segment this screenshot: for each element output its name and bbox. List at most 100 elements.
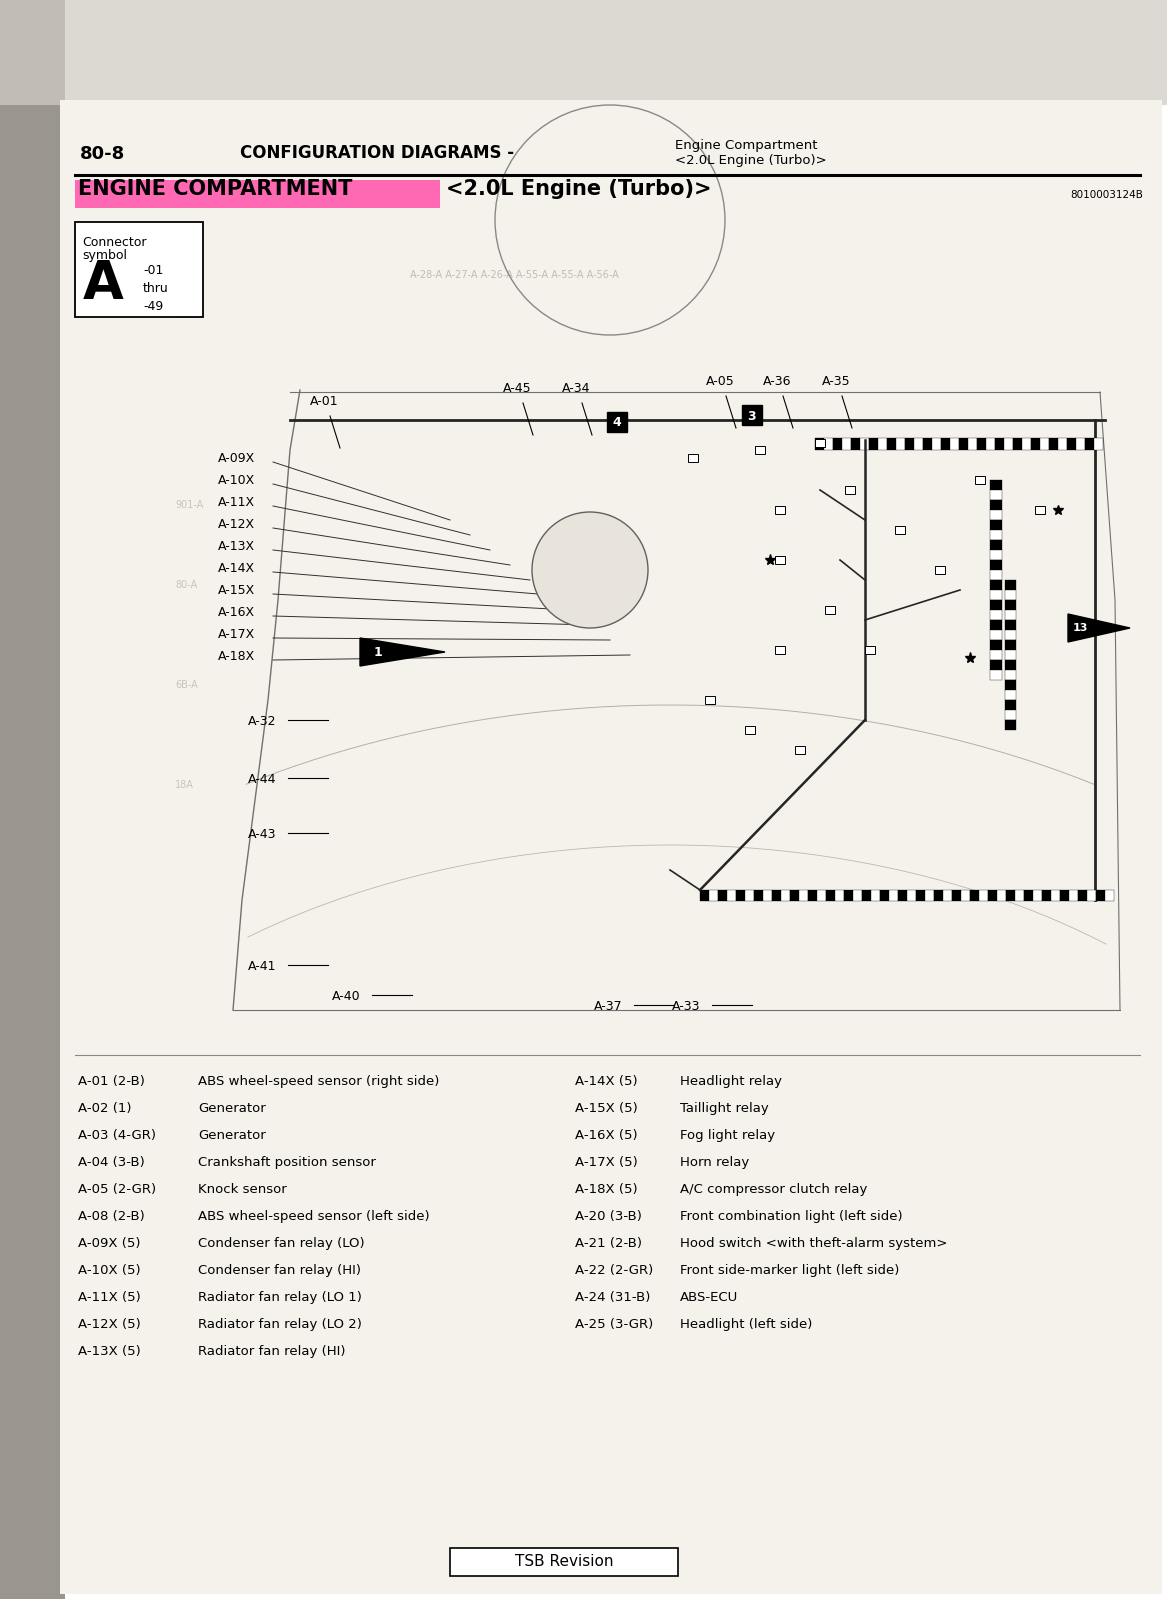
Bar [1005,640,1016,651]
Text: ABS wheel-speed sensor (right side): ABS wheel-speed sensor (right side) [198,1075,439,1087]
Text: <2.0L Engine (Turbo)>: <2.0L Engine (Turbo)> [446,179,712,198]
Bar [862,891,871,900]
Bar [979,891,988,900]
Bar [844,891,853,900]
Text: 6B-A: 6B-A [175,680,197,691]
Text: Front side-marker light (left side): Front side-marker light (left side) [680,1263,900,1278]
Bar [0,0,65,1599]
Bar [943,891,952,900]
Bar [990,651,1002,660]
Bar [990,670,1002,680]
Bar [977,438,986,449]
Bar [1004,438,1013,449]
Text: Front combination light (left side): Front combination light (left side) [680,1210,902,1223]
Bar [897,891,907,900]
Bar [1042,891,1051,900]
Bar [742,405,762,425]
Bar [904,438,914,449]
Bar [990,550,1002,560]
Text: A-12X: A-12X [218,518,256,531]
Text: Crankshaft position sensor: Crankshaft position sensor [198,1156,376,1169]
Bar [1067,438,1076,449]
Text: symbol: symbol [82,249,127,262]
Bar [1005,590,1016,600]
Bar [763,891,773,900]
Text: A-05: A-05 [706,376,735,389]
Text: Taillight relay: Taillight relay [680,1102,769,1115]
Text: A-01: A-01 [310,395,338,408]
Text: A-10X: A-10X [218,473,256,488]
Bar [916,891,925,900]
Text: TSB Revision: TSB Revision [515,1554,613,1570]
Bar [967,438,977,449]
Polygon shape [1068,614,1130,643]
Bar [1005,609,1016,620]
Text: A-37: A-37 [594,999,623,1014]
Bar [986,438,995,449]
Bar [836,891,844,900]
Bar [950,438,959,449]
Text: A-25 (3-GR): A-25 (3-GR) [575,1318,654,1330]
Text: A-35: A-35 [822,376,851,389]
Text: 4: 4 [613,416,621,430]
Bar [1058,438,1067,449]
Text: Radiator fan relay (LO 1): Radiator fan relay (LO 1) [198,1290,362,1305]
Bar [935,566,945,574]
Bar [1033,891,1042,900]
Text: Generator: Generator [198,1129,266,1142]
Bar [1060,891,1069,900]
Text: A-20 (3-B): A-20 (3-B) [575,1210,642,1223]
Text: A-04 (3-B): A-04 (3-B) [78,1156,145,1169]
Bar [824,438,833,449]
Text: A-16X: A-16X [218,606,256,619]
Text: 901-A: 901-A [175,500,203,510]
Bar [860,438,869,449]
Bar [914,438,923,449]
Bar [754,891,763,900]
Bar [1013,438,1022,449]
Text: A-08 (2-B): A-08 (2-B) [78,1210,145,1223]
Bar [795,747,805,755]
Bar [826,891,836,900]
Bar [997,891,1006,900]
Text: A-18X: A-18X [218,651,256,664]
Text: A-24 (31-B): A-24 (31-B) [575,1290,650,1305]
Text: 8010003124B: 8010003124B [1070,190,1142,200]
Text: ABS wheel-speed sensor (left side): ABS wheel-speed sensor (left side) [198,1210,429,1223]
Bar [1051,891,1060,900]
Bar [960,891,970,900]
Bar [736,891,745,900]
Text: 80-A: 80-A [175,580,197,590]
Bar [853,891,862,900]
Text: A-32: A-32 [249,715,277,728]
Text: CONFIGURATION DIAGRAMS -: CONFIGURATION DIAGRAMS - [240,144,515,161]
Bar [825,606,836,614]
Bar [745,891,754,900]
Text: Knock sensor: Knock sensor [198,1183,287,1196]
Text: A-34: A-34 [562,382,591,395]
Bar [990,640,1002,651]
Bar [990,600,1002,609]
Bar [1005,680,1016,691]
Bar [871,891,880,900]
Text: A-13X (5): A-13X (5) [78,1345,141,1358]
Bar [941,438,950,449]
Bar [990,560,1002,569]
Bar [1085,438,1093,449]
Bar [1076,438,1085,449]
Text: A-41: A-41 [249,959,277,974]
Bar [727,891,736,900]
Bar [895,526,904,534]
Text: Radiator fan relay (HI): Radiator fan relay (HI) [198,1345,345,1358]
Text: Generator: Generator [198,1102,266,1115]
Bar [75,181,440,208]
Bar [934,891,943,900]
Text: A-33: A-33 [672,999,700,1014]
Bar [1022,438,1030,449]
Bar [990,489,1002,500]
Text: A-11X (5): A-11X (5) [78,1290,141,1305]
Bar [845,486,855,494]
Bar [990,660,1002,670]
Bar [925,891,934,900]
Bar [1105,891,1114,900]
